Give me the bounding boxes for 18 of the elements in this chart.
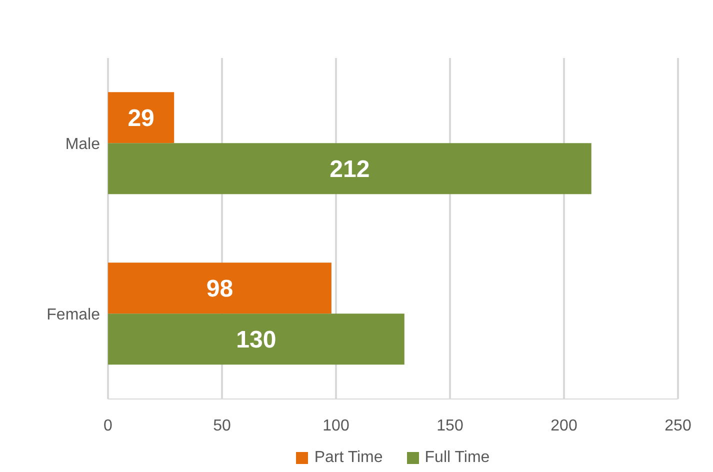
bar: [108, 143, 592, 194]
legend-label: Part Time: [313, 449, 383, 467]
bar: [108, 314, 404, 365]
data-label: 98: [206, 276, 234, 303]
data-label: 29: [128, 105, 154, 132]
legend-label: Full Time: [424, 449, 490, 467]
bar: [108, 262, 332, 314]
y-tick-label: Male: [65, 136, 100, 153]
x-tick-label: 250: [664, 417, 692, 434]
data-label: 130: [236, 326, 276, 354]
x-tick-label: 150: [436, 417, 464, 434]
x-tick-label: 50: [213, 417, 231, 434]
bar: [108, 92, 174, 144]
y-tick-label: Female: [46, 306, 100, 324]
x-tick-label: 100: [322, 417, 350, 434]
x-tick-label: 200: [550, 417, 578, 434]
data-label: 212: [330, 156, 370, 184]
x-tick-label: 0: [104, 417, 113, 434]
